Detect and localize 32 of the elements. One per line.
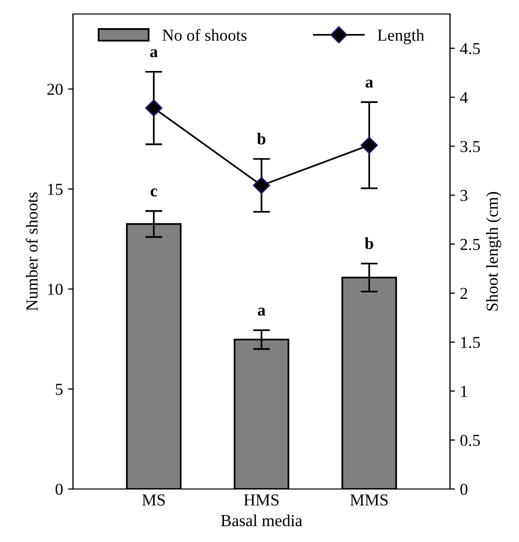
y2-tick-label: 2.5 xyxy=(460,238,480,250)
point xyxy=(145,99,162,117)
y-tick-label: 20 xyxy=(47,84,63,95)
y2-tick-label: 1.5 xyxy=(461,336,480,348)
y2-tick-label: 1 xyxy=(461,386,468,397)
legend-label: Length xyxy=(378,29,424,44)
annotation: a xyxy=(366,80,374,88)
x-tick-label: MS xyxy=(142,494,165,506)
annotation: a xyxy=(258,308,266,316)
y2-tick-label: 0 xyxy=(460,484,468,495)
point xyxy=(252,176,270,194)
y-tick-label: 5 xyxy=(56,384,63,395)
x-tick-label: MMS xyxy=(350,494,388,506)
x-axis-title: Basal media xyxy=(221,514,302,526)
annotation: a xyxy=(150,49,158,58)
annotation: b xyxy=(364,237,374,250)
y2-tick-label: 4 xyxy=(460,92,468,104)
y-tick-label: 15 xyxy=(48,184,63,195)
annotation: c xyxy=(150,188,158,196)
y2-tick-label: 2 xyxy=(460,288,468,299)
y-axis-title: Number of shoots xyxy=(26,192,38,311)
point xyxy=(360,136,378,154)
y2-tick-label: 3 xyxy=(460,190,468,202)
x-tick-label: HMS xyxy=(244,494,279,506)
y-tick-label: 0 xyxy=(56,484,63,495)
legend-label: No of shoots xyxy=(162,28,247,41)
y2-tick-label: 3.5 xyxy=(460,140,480,152)
annotation: b xyxy=(257,132,266,144)
y2-axis-title: Shoot length (cm) xyxy=(486,192,502,311)
y-tick-label: 10 xyxy=(48,284,63,295)
y2-tick-label: 4.5 xyxy=(460,43,480,54)
y2-tick-label: 0.5 xyxy=(460,434,480,446)
